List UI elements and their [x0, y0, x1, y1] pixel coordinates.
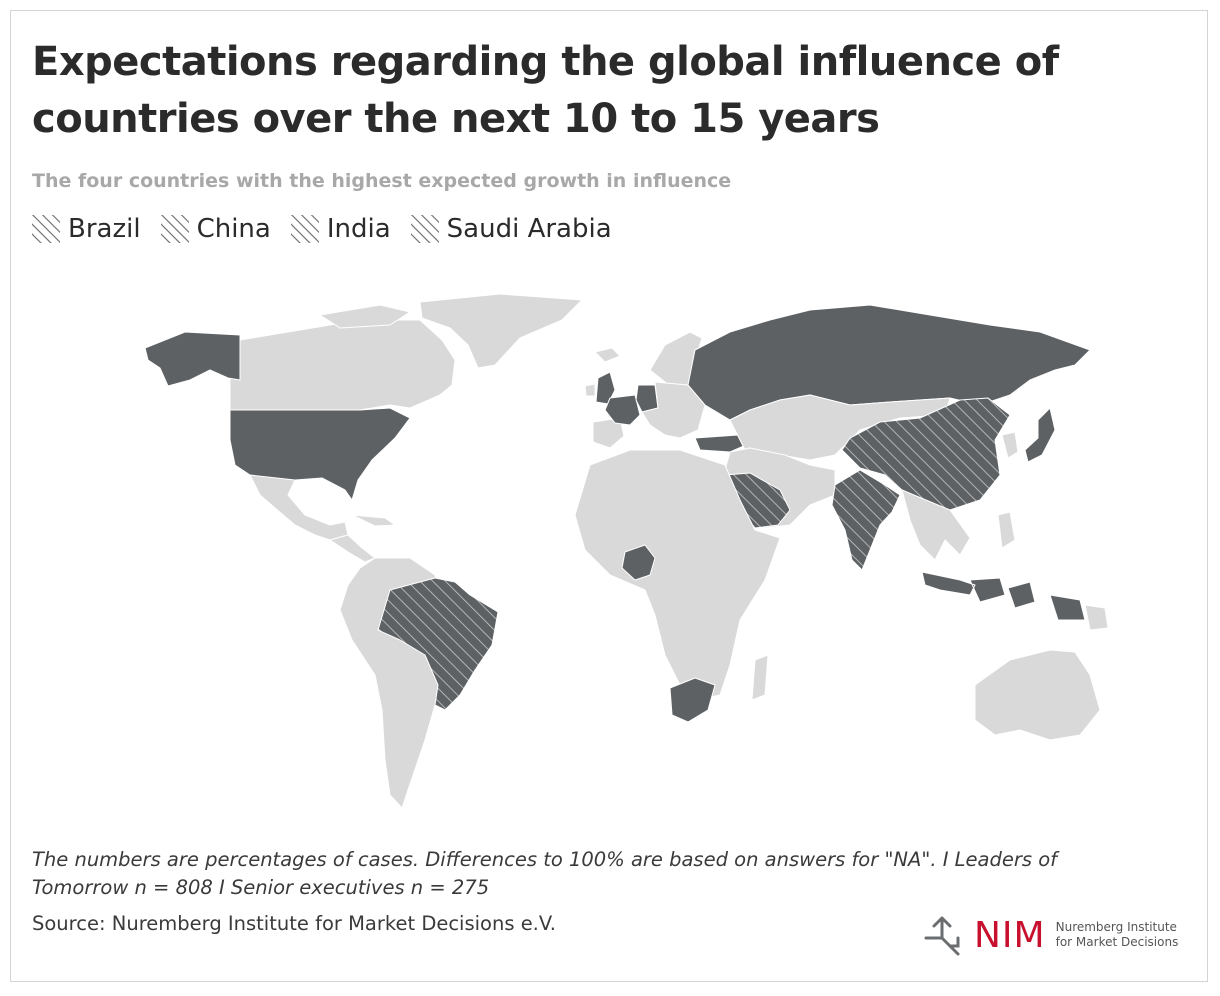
philippines-shape: [997, 511, 1016, 549]
logo-wordmark: NIM: [974, 914, 1046, 956]
china-shape: [841, 397, 1011, 511]
caribbean-shape: [351, 514, 396, 527]
subtitle: The four countries with the highest expe…: [32, 170, 732, 192]
legend-item-india: India: [290, 214, 391, 244]
africa-shape: [574, 449, 781, 701]
legend-label: China: [196, 214, 271, 244]
nigeria-shape: [621, 544, 656, 581]
hatch-swatch-icon: [410, 215, 439, 243]
madagascar-shape: [751, 654, 769, 701]
alaska-shape: [144, 331, 241, 387]
footnote: The numbers are percentages of cases. Di…: [32, 848, 1058, 899]
ireland-shape: [584, 383, 596, 397]
india-shape: [831, 469, 901, 571]
papua-shape: [1084, 604, 1109, 631]
logo-subtitle: Nuremberg Institute for Market Decisions: [1056, 920, 1179, 950]
page-title: Expectations regarding the global influe…: [32, 39, 1059, 142]
mexico-shape: [249, 474, 349, 541]
australia-shape: [974, 649, 1101, 741]
korea-shape: [1001, 431, 1019, 459]
world-map: [144, 293, 1109, 809]
central-america-shape: [329, 534, 376, 563]
germany-shape: [635, 384, 659, 413]
legend: Brazil China India Saudi Arabia: [32, 214, 632, 244]
south-africa-shape: [669, 677, 716, 723]
logo-line-2: for Market Decisions: [1055, 935, 1179, 949]
legend-label: Saudi Arabia: [446, 214, 612, 244]
usa-shape: [229, 407, 411, 501]
greenland-shape: [419, 293, 583, 369]
legend-label: India: [326, 214, 391, 244]
turkey-shape: [694, 434, 747, 453]
arctic-islands-shape: [319, 304, 411, 329]
hatch-swatch-icon: [160, 215, 189, 243]
logo-line-1: Nuremberg Institute: [1055, 920, 1177, 934]
nim-logo: NIM Nuremberg Institute for Market Decis…: [920, 912, 1178, 958]
france-shape: [604, 394, 641, 426]
japan-shape: [1024, 407, 1056, 463]
hatch-swatch-icon: [32, 215, 60, 243]
brazil-shape: [377, 577, 499, 711]
indonesia-shape: [921, 571, 1086, 621]
legend-item-saudi-arabia: Saudi Arabia: [410, 214, 612, 244]
uk-shape: [595, 371, 616, 405]
hatch-swatch-icon: [290, 215, 319, 243]
legend-item-brazil: Brazil: [32, 214, 141, 244]
canada-shape: [229, 319, 456, 411]
southeast-asia-shape: [901, 489, 971, 561]
legend-label: Brazil: [68, 214, 141, 244]
legend-item-china: China: [160, 214, 271, 244]
arrow-logo-icon: [924, 916, 960, 956]
iceland-shape: [594, 347, 621, 363]
source-text: Source: Nuremberg Institute for Market D…: [32, 912, 556, 935]
